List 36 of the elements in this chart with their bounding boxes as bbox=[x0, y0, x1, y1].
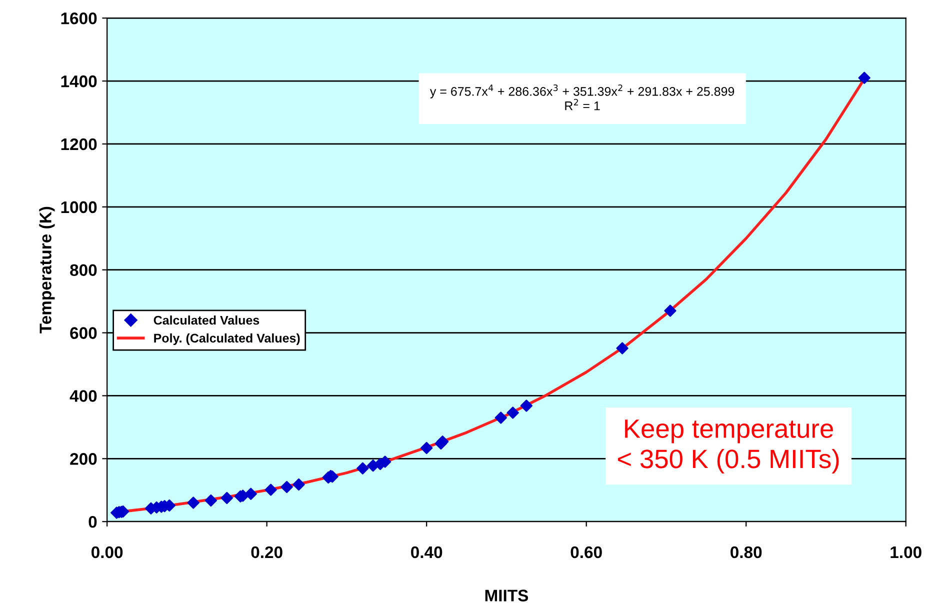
x-tick-label: 0.80 bbox=[730, 546, 762, 558]
x-tick-label: 1.00 bbox=[890, 546, 922, 558]
point bbox=[220, 492, 233, 504]
point bbox=[664, 304, 676, 317]
x-tick-label: 0.00 bbox=[92, 546, 123, 558]
y-tick-label: 1200 bbox=[61, 138, 97, 150]
point bbox=[187, 496, 200, 509]
point bbox=[506, 406, 519, 419]
y-tick-label: 1600 bbox=[61, 12, 97, 24]
y-tick-label: 1000 bbox=[61, 201, 97, 214]
y-tick-label: 200 bbox=[70, 453, 97, 465]
x-axis-title: MIITS bbox=[485, 590, 528, 602]
y-tick-label: 600 bbox=[70, 327, 97, 339]
x-tick-label: 0.60 bbox=[570, 546, 602, 558]
point bbox=[494, 412, 507, 424]
text: y = 675.7x$^{4}$ + 286.36x$^{3}$ + 351.39x$^{2}$ + 291.83x + 25.899 R$^{2}$ = 1 bbox=[430, 84, 734, 110]
legend-label: Poly. (Calculated Values) bbox=[154, 333, 300, 346]
point bbox=[280, 480, 293, 494]
legend-label: Calculated Values bbox=[154, 315, 260, 325]
y-tick-label: 0 bbox=[88, 516, 97, 528]
point bbox=[292, 478, 305, 491]
x-tick-label: 0.20 bbox=[251, 546, 282, 558]
y-tick-label: 400 bbox=[70, 390, 97, 402]
annotation: Keep temperature < 350 K (0.5 MIITs) bbox=[618, 420, 839, 474]
y-axis-title: Temperature (K) bbox=[39, 206, 55, 334]
point bbox=[858, 72, 870, 84]
point bbox=[420, 442, 433, 454]
x-tick-label: 0.40 bbox=[411, 546, 442, 558]
point bbox=[264, 484, 277, 496]
point bbox=[204, 494, 217, 507]
y-tick-label: 1400 bbox=[61, 75, 97, 88]
point bbox=[356, 462, 369, 474]
point bbox=[616, 342, 628, 354]
y-tick-label: 800 bbox=[70, 264, 97, 276]
point bbox=[520, 400, 533, 412]
point bbox=[244, 488, 257, 500]
